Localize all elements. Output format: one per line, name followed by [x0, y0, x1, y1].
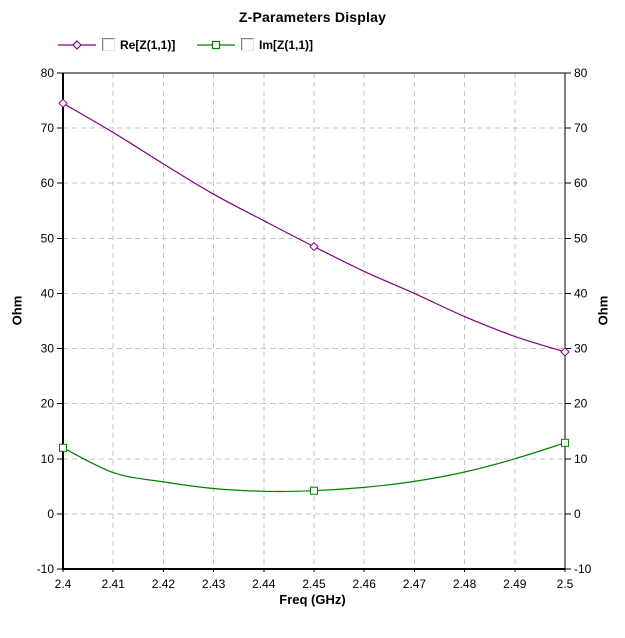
- data-marker-square-icon: [59, 443, 67, 452]
- y-tick-label-right: 20: [574, 397, 588, 411]
- y-tick-label-left: 20: [41, 397, 55, 411]
- y-tick-label-left: 40: [41, 286, 55, 300]
- y-tick-label-right: 80: [574, 66, 588, 80]
- legend-label-im: Im[Z(1,1)]: [259, 37, 313, 52]
- x-tick-label: 2.4: [55, 577, 72, 591]
- y-tick-label-right: 40: [574, 286, 588, 300]
- x-axis-label: Freq (GHz): [279, 592, 346, 607]
- series-line-im-z11: [62, 442, 566, 493]
- x-tick-label: 2.44: [252, 577, 276, 591]
- x-tick-label: 2.5: [557, 577, 574, 591]
- y-tick-label-left: 30: [41, 342, 55, 356]
- x-tick-label: 2.48: [453, 577, 477, 591]
- x-tick-label: 2.49: [503, 577, 527, 591]
- y-tick-label-left: 60: [41, 176, 55, 190]
- y-tick-label-right: 10: [574, 452, 588, 466]
- y-axis-label-left: Ohm: [9, 295, 25, 326]
- data-marker-diamond-icon: [58, 98, 68, 109]
- legend-square-marker-icon: [211, 40, 221, 49]
- y-tick-label-right: 30: [574, 342, 588, 356]
- legend-checkbox-re[interactable]: [102, 38, 115, 51]
- data-marker-diamond-icon: [560, 347, 570, 357]
- x-tick-label: 2.43: [202, 577, 226, 591]
- y-tick-label-left: 70: [41, 121, 55, 135]
- x-tick-label: 2.47: [403, 577, 427, 591]
- x-tick-label: 2.41: [102, 577, 126, 591]
- y-tick-label-right: -10: [574, 562, 592, 576]
- x-tick-label: 2.42: [152, 577, 176, 591]
- y-tick-label-left: 80: [41, 66, 55, 80]
- y-tick-label-left: 0: [47, 507, 54, 521]
- legend-item-im-z11: Im[Z(1,1)]: [196, 37, 313, 52]
- y-tick-label-right: 0: [574, 507, 581, 521]
- y-tick-label-right: 60: [574, 176, 588, 190]
- x-tick-label: 2.46: [353, 577, 377, 591]
- y-tick-label-right: 50: [574, 231, 588, 245]
- legend-diamond-marker-icon: [72, 39, 82, 50]
- y-tick-label-left: 10: [41, 452, 55, 466]
- chart-title: Z-Parameters Display: [238, 9, 387, 25]
- data-marker-diamond-icon: [309, 241, 319, 252]
- legend-item-re-z11: Re[Z(1,1)]: [57, 37, 175, 52]
- legend-swatch-re: [58, 39, 96, 50]
- y-tick-label-left: 50: [41, 231, 55, 245]
- legend-label-re: Re[Z(1,1)]: [120, 37, 176, 52]
- y-tick-label-right: 70: [574, 121, 588, 135]
- data-marker-square-icon: [561, 438, 569, 447]
- legend-checkbox-im[interactable]: [241, 38, 254, 51]
- data-marker-square-icon: [310, 486, 318, 495]
- y-axis-label-right: Ohm: [595, 295, 611, 326]
- legend-swatch-im: [197, 40, 235, 49]
- x-tick-label: 2.45: [302, 577, 326, 591]
- y-tick-label-left: -10: [37, 562, 55, 576]
